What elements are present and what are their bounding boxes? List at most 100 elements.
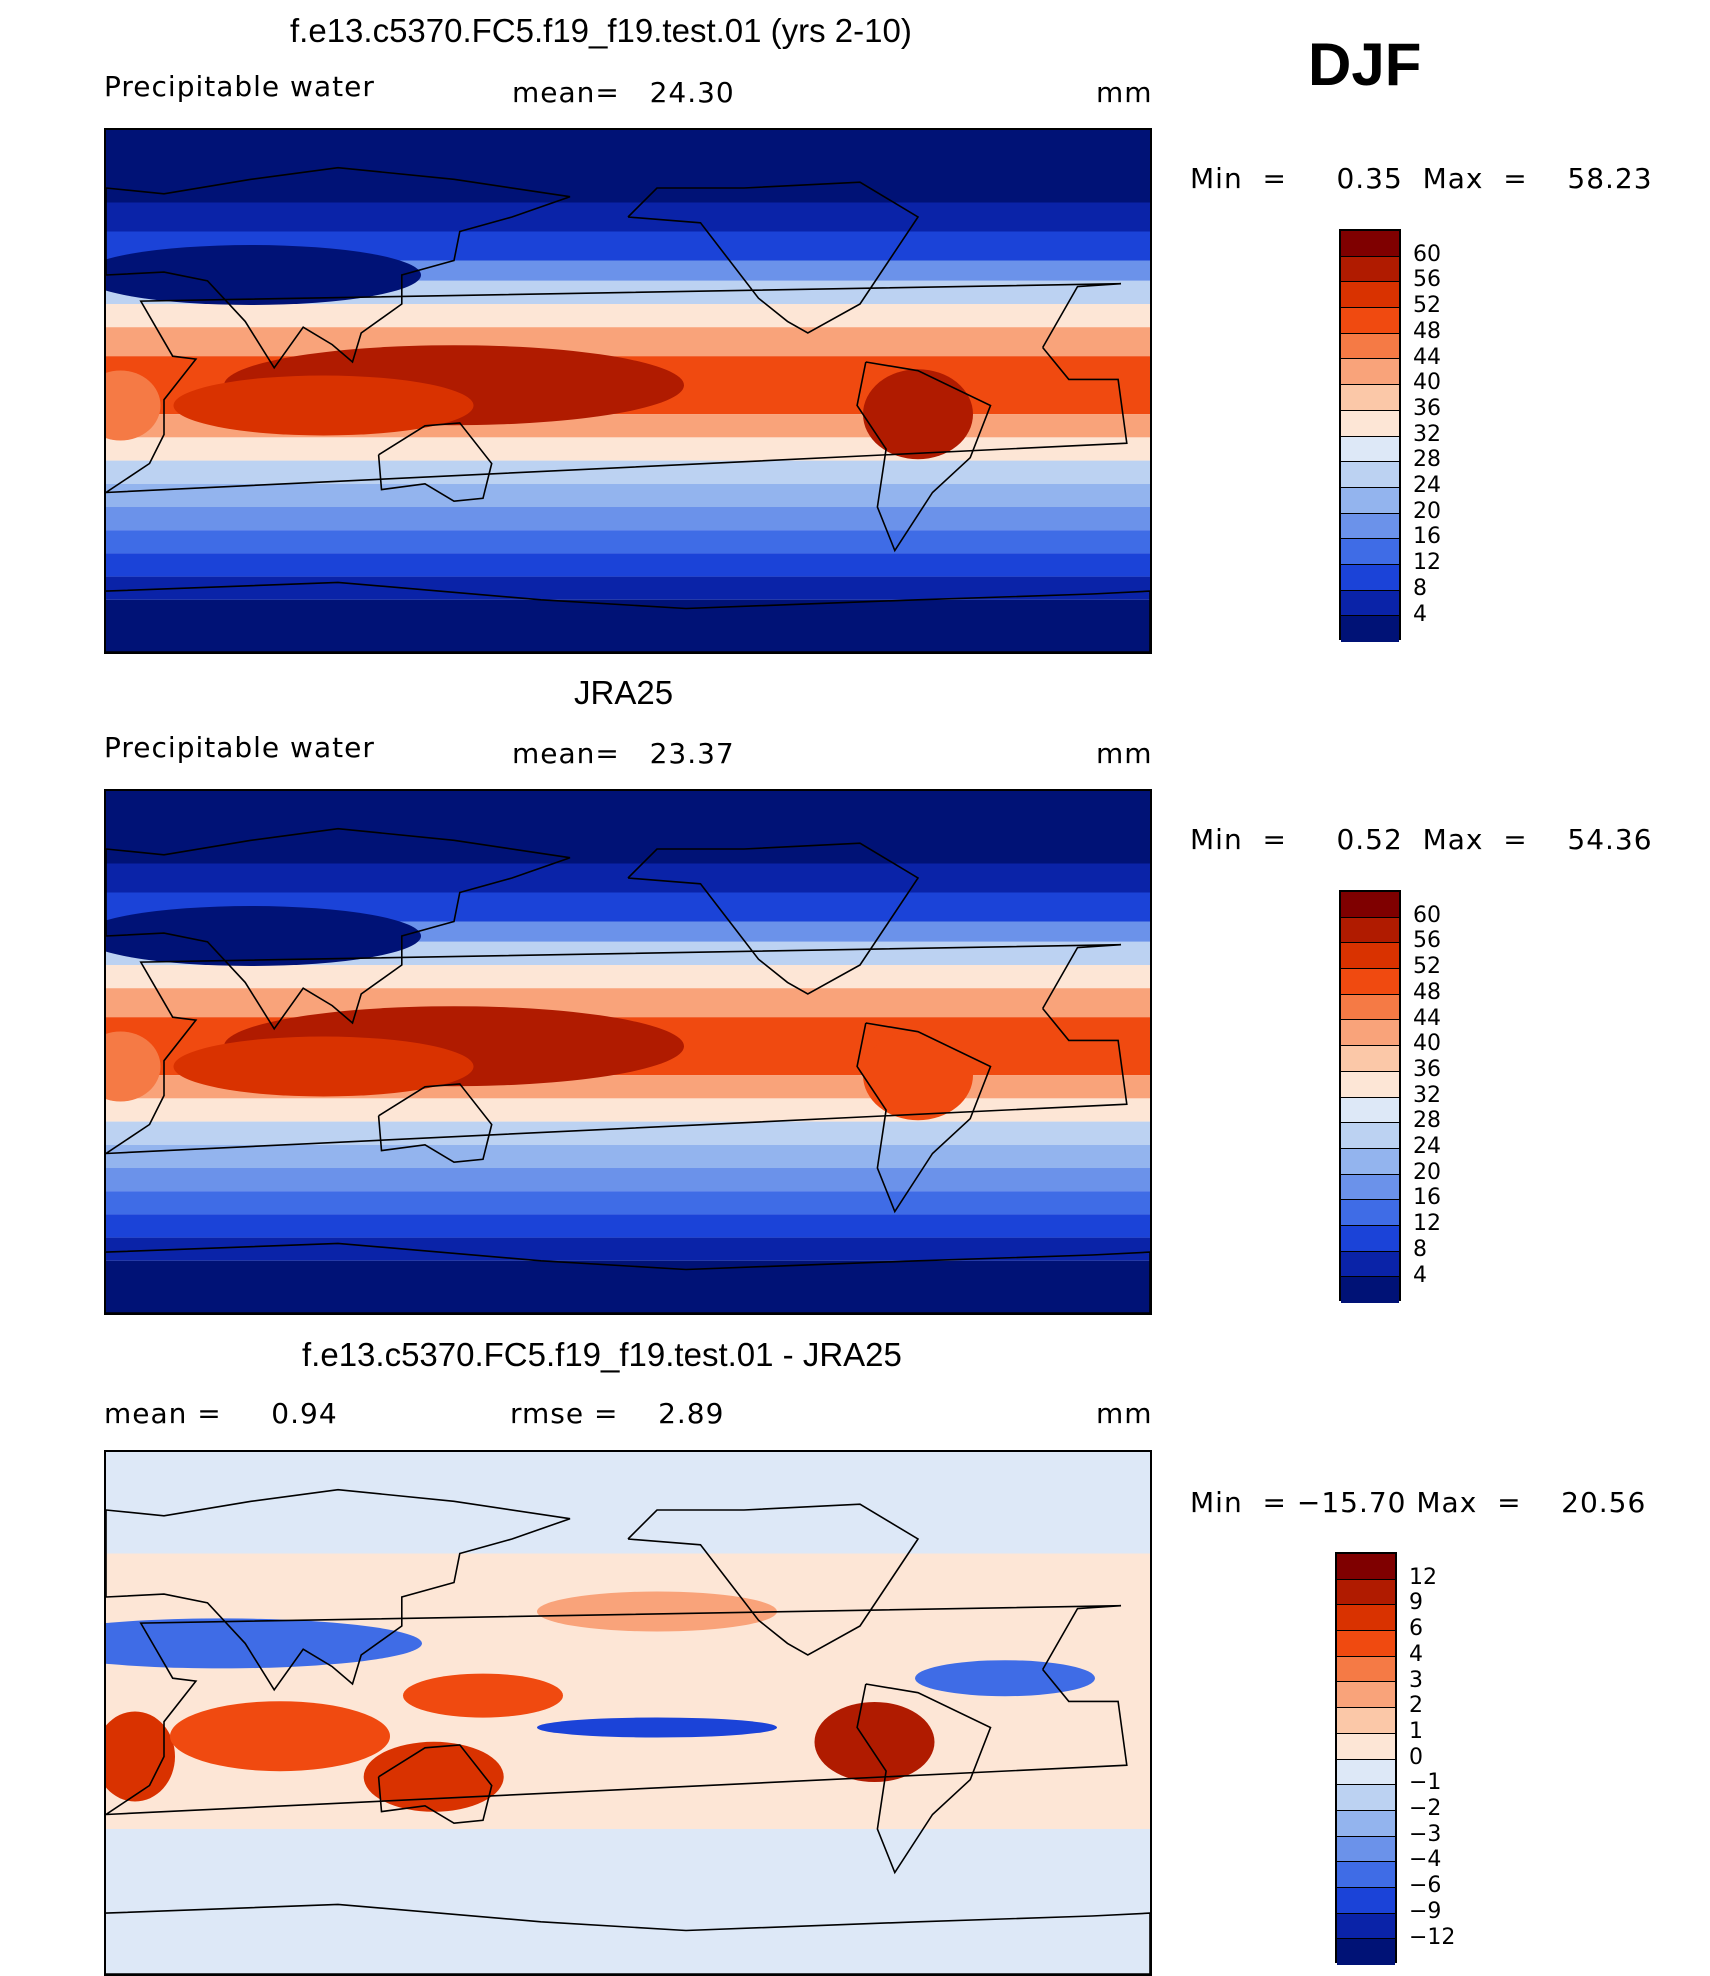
colorbar-label: −12 <box>1409 1924 1456 1950</box>
colorbar-label: 56 <box>1413 928 1441 954</box>
field-band <box>106 1144 1150 1168</box>
field-band <box>106 1191 1150 1215</box>
panel2-mean-value: 23.37 <box>649 737 735 770</box>
colorbar-segment <box>1341 1277 1399 1303</box>
coastline <box>856 361 992 553</box>
colorbar-label: −4 <box>1409 1847 1442 1873</box>
field-blob <box>363 1741 504 1812</box>
colorbar-segment <box>1337 1913 1395 1940</box>
field-band <box>106 553 1150 577</box>
coastline <box>106 581 1150 652</box>
field-band <box>106 988 1150 1018</box>
negative-anomaly <box>106 1618 422 1669</box>
colorbar-segment <box>1337 1810 1395 1837</box>
panel3-rmse-value: 2.89 <box>658 1397 725 1430</box>
colorbar-segment <box>1341 1046 1399 1072</box>
colorbar-label: 9 <box>1409 1590 1423 1616</box>
coastline <box>377 422 493 503</box>
field-band <box>106 530 1150 554</box>
colorbar-segment <box>1337 1605 1395 1632</box>
coastline <box>106 827 571 1031</box>
colorbar-segment <box>1337 1785 1395 1811</box>
colorbar-segment <box>1337 1887 1395 1914</box>
field-band <box>106 1237 1150 1261</box>
coastline <box>627 181 920 334</box>
colorbar-label: 44 <box>1413 1005 1441 1031</box>
panel3-max-value: 20.56 <box>1561 1486 1647 1519</box>
colorbar-label: 1 <box>1409 1718 1423 1744</box>
colorbar-label: 4 <box>1413 1262 1427 1288</box>
colorbar-label: 4 <box>1409 1641 1423 1667</box>
coastline <box>106 943 1128 1155</box>
colorbar-segment <box>1341 1174 1399 1201</box>
colorbar-label: 12 <box>1409 1564 1437 1590</box>
colorbar-label: −9 <box>1409 1898 1442 1924</box>
coastline <box>106 1488 571 1692</box>
colorbar-segment <box>1341 564 1399 591</box>
panel1-mean-value: 24.30 <box>649 76 735 109</box>
colorbar-label: 52 <box>1413 954 1441 980</box>
colorbar-label: 24 <box>1413 473 1441 498</box>
panel3-mean-value: 0.94 <box>271 1397 338 1430</box>
colorbar-segment <box>1337 1759 1395 1786</box>
panel3-mean-label: mean = 0.94 <box>104 1397 338 1430</box>
colorbar-segment <box>1337 1939 1395 1965</box>
coastline <box>856 1022 992 1214</box>
colorbar-label: 4 <box>1413 601 1427 627</box>
colorbar-segment <box>1341 1123 1399 1149</box>
panel1-mean-label: mean= 24.30 <box>512 76 735 109</box>
colorbar-label: 40 <box>1413 370 1441 396</box>
colorbar-label: 28 <box>1413 1108 1441 1134</box>
colorbar-label: 48 <box>1413 318 1441 344</box>
colorbar-label: 40 <box>1413 1031 1441 1057</box>
coastline <box>377 1744 493 1825</box>
colorbar-boxes <box>1339 229 1401 642</box>
panel3-rmse-label: rmse = 2.89 <box>510 1397 725 1430</box>
colorbar-label: 56 <box>1413 267 1441 293</box>
panel2-units: mm <box>1096 737 1153 770</box>
field-blob <box>170 1701 390 1772</box>
season-label: DJF <box>1308 31 1422 98</box>
colorbar-label: −3 <box>1409 1821 1442 1847</box>
colorbar-segment <box>1341 892 1399 918</box>
field-blob <box>106 370 161 441</box>
colorbar-segment <box>1341 359 1399 386</box>
colorbar-label: 12 <box>1413 550 1441 576</box>
field-band <box>106 599 1150 652</box>
field-band <box>106 507 1150 531</box>
colorbar-segment <box>1341 231 1399 257</box>
colorbar-segment <box>1341 943 1399 970</box>
colorbar-segment <box>1341 1097 1399 1124</box>
colorbar-segment <box>1341 487 1399 514</box>
colorbar-label: 20 <box>1413 498 1441 524</box>
colorbar-label: 60 <box>1413 902 1441 928</box>
colorbar-segment <box>1341 436 1399 463</box>
colorbar-label: 3 <box>1409 1667 1423 1693</box>
colorbar-segment <box>1341 308 1399 334</box>
field-blob <box>814 1702 935 1782</box>
colorbar-segment <box>1341 1148 1399 1175</box>
field-blob <box>106 1031 161 1102</box>
coastline <box>856 1683 992 1875</box>
panel2-variable-label: Precipitable water <box>104 731 375 764</box>
panel3-title: f.e13.c5370.FC5.f19_f19.test.01 - JRA25 <box>302 1336 902 1373</box>
colorbar-label: 12 <box>1413 1211 1441 1237</box>
colorbar-label: 16 <box>1413 524 1441 550</box>
panel1-variable-label: Precipitable water <box>104 70 375 103</box>
field-blob <box>537 1591 777 1632</box>
colorbar-segment <box>1341 462 1399 488</box>
colorbar-label: −1 <box>1409 1770 1442 1796</box>
coastline <box>106 282 1128 494</box>
colorbar-segment <box>1341 590 1399 617</box>
panel1-units: mm <box>1096 76 1153 109</box>
colorbar-boxes <box>1339 890 1401 1303</box>
panel1-map <box>104 128 1152 654</box>
colorbar-segment <box>1341 256 1399 283</box>
colorbar-boxes <box>1335 1552 1397 1965</box>
field-band <box>106 304 1150 328</box>
colorbar-segment <box>1337 1579 1395 1606</box>
field-band <box>106 791 1150 864</box>
colorbar-segment <box>1341 539 1399 565</box>
colorbar-segment <box>1341 385 1399 411</box>
colorbar-label: 52 <box>1413 293 1441 319</box>
